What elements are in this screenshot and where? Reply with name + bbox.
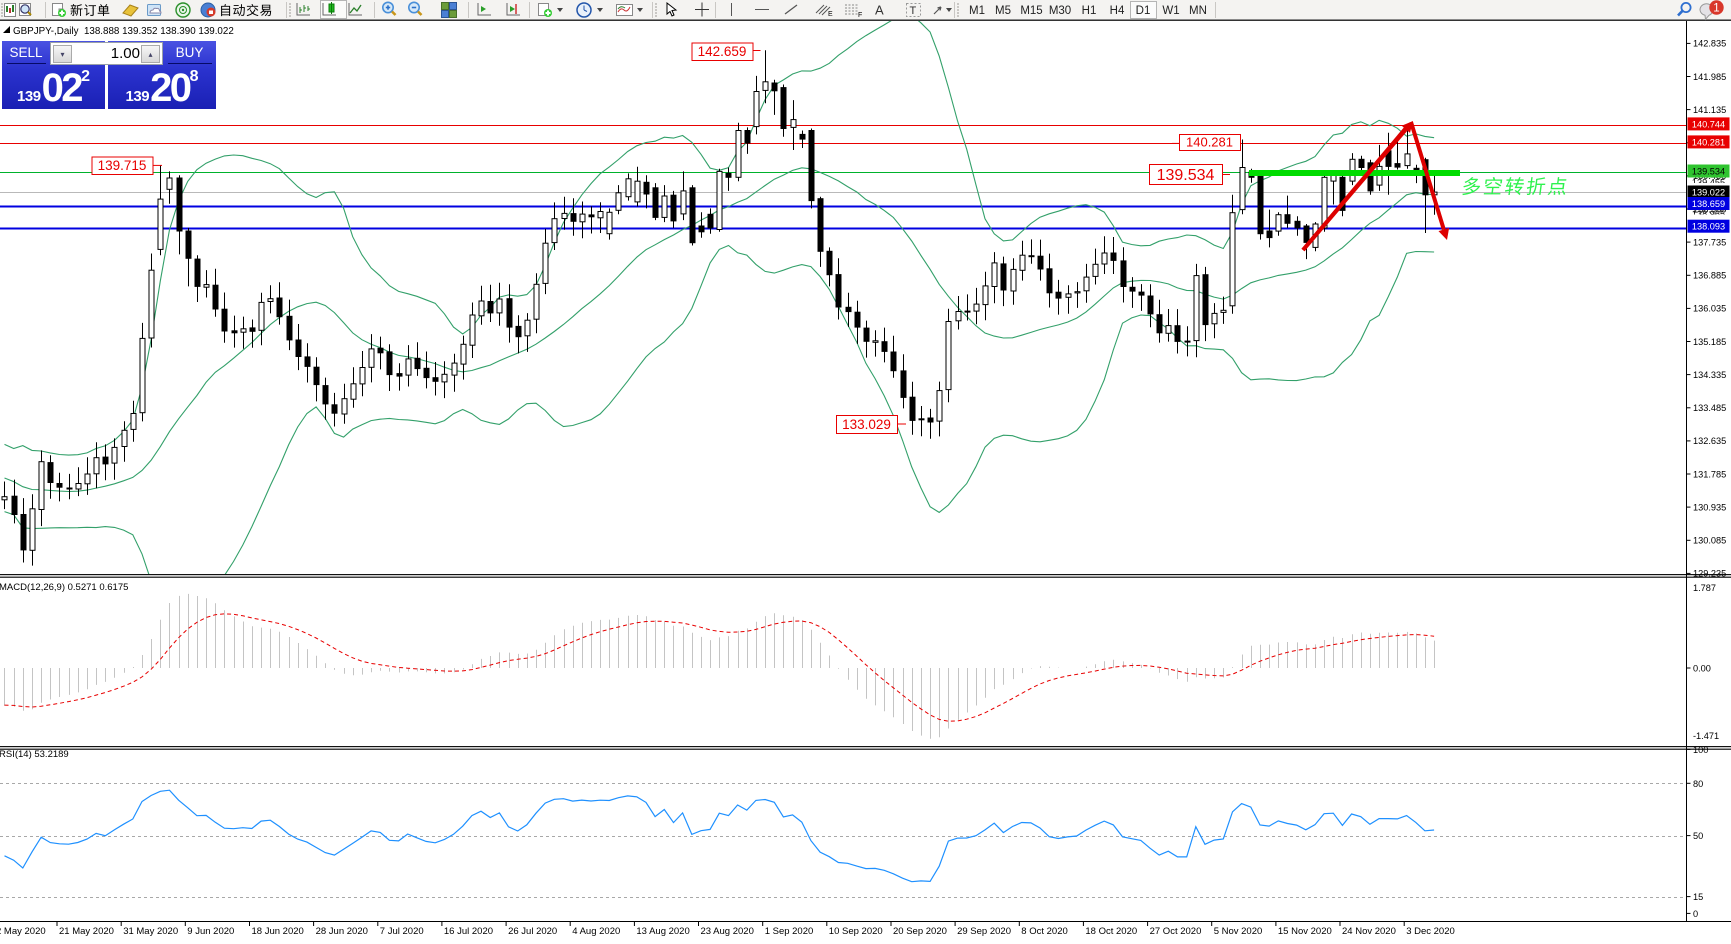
svg-text:1.787: 1.787 — [1693, 583, 1716, 593]
svg-text:GBPJPY-,Daily 138.888 139.352: GBPJPY-,Daily 138.888 139.352 138.390 13… — [13, 26, 234, 37]
svg-text:131.785: 131.785 — [1693, 469, 1726, 479]
svg-text:MN: MN — [1189, 5, 1207, 17]
svg-text:10 Sep 2020: 10 Sep 2020 — [829, 926, 883, 937]
svg-text:5 Nov 2020: 5 Nov 2020 — [1214, 926, 1263, 937]
svg-text:18 Jun 2020: 18 Jun 2020 — [252, 926, 304, 937]
svg-text:E: E — [828, 11, 833, 18]
svg-text:139.022: 139.022 — [1692, 187, 1725, 197]
svg-text:16 Jul 2020: 16 Jul 2020 — [444, 926, 493, 937]
svg-text:140.281: 140.281 — [1186, 135, 1233, 150]
svg-text:136.035: 136.035 — [1693, 304, 1726, 314]
svg-text:W1: W1 — [1162, 5, 1179, 17]
svg-text:29 Sep 2020: 29 Sep 2020 — [957, 926, 1011, 937]
svg-text:139.715: 139.715 — [98, 158, 147, 173]
svg-text:130.935: 130.935 — [1693, 502, 1726, 512]
svg-text:15: 15 — [1693, 892, 1703, 902]
svg-text:139.455: 139.455 — [1692, 178, 1725, 188]
svg-text:28 Jun 2020: 28 Jun 2020 — [316, 926, 368, 937]
svg-text:134.335: 134.335 — [1693, 370, 1726, 380]
svg-text:20 Sep 2020: 20 Sep 2020 — [893, 926, 947, 937]
svg-text:133.485: 133.485 — [1693, 403, 1726, 413]
svg-text:132.635: 132.635 — [1693, 436, 1726, 446]
svg-text:4 Aug 2020: 4 Aug 2020 — [572, 926, 620, 937]
svg-text:M30: M30 — [1049, 5, 1071, 17]
svg-text:140.744: 140.744 — [1692, 119, 1725, 129]
svg-text:100: 100 — [1693, 745, 1708, 755]
svg-text:M5: M5 — [995, 5, 1011, 17]
svg-text:1 Sep 2020: 1 Sep 2020 — [765, 926, 814, 937]
svg-text:129.235: 129.235 — [1693, 569, 1726, 579]
svg-text:142.659: 142.659 — [698, 44, 747, 59]
svg-text:3 Dec 2020: 3 Dec 2020 — [1406, 926, 1455, 937]
svg-text:D1: D1 — [1136, 5, 1151, 17]
svg-text:141.135: 141.135 — [1693, 105, 1726, 115]
svg-text:139.534: 139.534 — [1692, 166, 1725, 176]
svg-text:138.659: 138.659 — [1692, 199, 1725, 209]
svg-text:A: A — [875, 3, 884, 18]
svg-text:139.534: 139.534 — [1157, 167, 1215, 184]
svg-text:9 Jun 2020: 9 Jun 2020 — [187, 926, 234, 937]
svg-text:0.00: 0.00 — [1693, 663, 1711, 673]
svg-text:24 Nov 2020: 24 Nov 2020 — [1342, 926, 1396, 937]
svg-text:31 May 2020: 31 May 2020 — [123, 926, 178, 937]
svg-text:27 Oct 2020: 27 Oct 2020 — [1150, 926, 1202, 937]
svg-text:8 Oct 2020: 8 Oct 2020 — [1021, 926, 1067, 937]
svg-text:18 Oct 2020: 18 Oct 2020 — [1085, 926, 1137, 937]
svg-text:137.735: 137.735 — [1693, 237, 1726, 247]
svg-text:M15: M15 — [1020, 5, 1042, 17]
svg-text:23 Aug 2020: 23 Aug 2020 — [701, 926, 754, 937]
svg-text:2 May 2020: 2 May 2020 — [0, 926, 46, 937]
svg-text:F: F — [858, 12, 862, 19]
svg-text:141.985: 141.985 — [1693, 72, 1726, 82]
svg-text:7 Jul 2020: 7 Jul 2020 — [380, 926, 424, 937]
svg-text:135.185: 135.185 — [1693, 337, 1726, 347]
svg-text:H1: H1 — [1082, 5, 1097, 17]
svg-text:140.281: 140.281 — [1692, 137, 1725, 147]
svg-text:0: 0 — [1693, 909, 1698, 919]
svg-text:M1: M1 — [969, 5, 985, 17]
svg-text:26 Jul 2020: 26 Jul 2020 — [508, 926, 557, 937]
svg-text:RSI(14) 53.2189: RSI(14) 53.2189 — [0, 749, 69, 760]
svg-text:80: 80 — [1693, 779, 1703, 789]
svg-text:H4: H4 — [1110, 5, 1125, 17]
svg-text:130.085: 130.085 — [1693, 536, 1726, 546]
svg-text:MACD(12,26,9) 0.5271 0.6175: MACD(12,26,9) 0.5271 0.6175 — [0, 582, 128, 593]
svg-text:138.093: 138.093 — [1692, 222, 1725, 232]
svg-text:21 May 2020: 21 May 2020 — [59, 926, 114, 937]
svg-text:50: 50 — [1693, 831, 1703, 841]
svg-text:138.965: 138.965 — [1692, 209, 1725, 219]
svg-text:13 Aug 2020: 13 Aug 2020 — [636, 926, 689, 937]
svg-text:136.885: 136.885 — [1693, 271, 1726, 281]
svg-text:T: T — [910, 5, 917, 17]
svg-text:15 Nov 2020: 15 Nov 2020 — [1278, 926, 1332, 937]
svg-text:-1.471: -1.471 — [1693, 731, 1719, 741]
svg-text:142.835: 142.835 — [1693, 39, 1726, 49]
svg-text:1: 1 — [1713, 3, 1719, 15]
svg-text:133.029: 133.029 — [842, 417, 891, 432]
